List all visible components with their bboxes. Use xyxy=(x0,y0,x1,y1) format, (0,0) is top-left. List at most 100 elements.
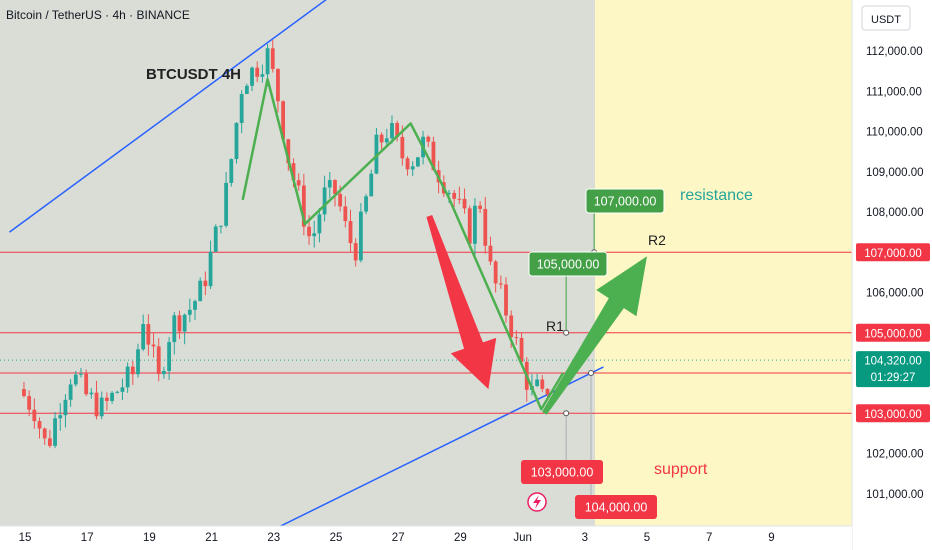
bar-countdown-label: 01:29:27 xyxy=(871,372,916,384)
time-tick-label: 7 xyxy=(706,532,712,544)
callout-anchor-dot[interactable] xyxy=(563,329,570,336)
candles xyxy=(22,40,550,449)
time-tick-label: 27 xyxy=(392,532,405,544)
r1-label: R1 xyxy=(546,318,564,334)
candle-body xyxy=(208,251,213,287)
candle-body xyxy=(130,366,135,375)
candle-body xyxy=(348,221,353,244)
plot-area xyxy=(0,0,852,526)
candle-body xyxy=(187,309,192,315)
candle-body xyxy=(250,67,254,86)
currency-button[interactable] xyxy=(861,5,911,31)
candle-body xyxy=(504,284,508,316)
candle-body xyxy=(374,134,379,174)
candle-body xyxy=(364,196,368,212)
current-price-badge[interactable] xyxy=(856,351,930,388)
candle-body xyxy=(234,122,239,160)
channel-lower-line xyxy=(279,366,604,526)
candle-body xyxy=(317,214,322,234)
support-callout-box[interactable] xyxy=(575,495,657,519)
candle-body xyxy=(224,182,229,226)
price-tick-label: 111,000.00 xyxy=(866,86,922,98)
price-tick-label: 101,000.00 xyxy=(866,489,924,501)
zigzag-pattern-line xyxy=(241,77,565,411)
price-level-badge[interactable] xyxy=(856,243,930,262)
candle-body xyxy=(94,392,99,417)
price-axis[interactable] xyxy=(852,0,932,550)
time-tick-label: 19 xyxy=(143,532,156,544)
candle-body xyxy=(431,141,436,171)
candle-body xyxy=(37,421,42,429)
candle-body xyxy=(369,173,374,197)
candle-body xyxy=(327,180,332,188)
candle-body xyxy=(519,337,524,362)
candle-body xyxy=(276,69,280,102)
candle-body xyxy=(63,399,68,416)
time-tick-label: 9 xyxy=(768,532,774,544)
support-callout-box[interactable] xyxy=(521,460,603,484)
candle-body xyxy=(333,180,337,194)
candle-body xyxy=(47,438,52,446)
candle-body xyxy=(172,315,177,343)
time-tick-label: Jun xyxy=(513,532,532,544)
bullish-arrow xyxy=(542,256,647,415)
candle-body xyxy=(120,387,125,392)
channel-upper-line xyxy=(9,0,327,233)
candle-body xyxy=(22,389,26,397)
resistance-callout-label: 107,000.00 xyxy=(594,195,657,209)
candle-body xyxy=(478,205,482,209)
candle-body xyxy=(73,374,78,385)
price-level-badge-label: 107,000.00 xyxy=(864,248,922,260)
resistance-callout-box[interactable] xyxy=(585,188,665,214)
candle-body xyxy=(286,139,291,164)
candle-body xyxy=(498,283,503,285)
time-axis[interactable] xyxy=(0,526,852,550)
candle-body xyxy=(167,342,171,371)
price-tick-label: 102,000.00 xyxy=(866,449,924,461)
lightning-icon-glyph xyxy=(533,495,541,509)
candle-body xyxy=(410,166,415,170)
candle-body xyxy=(156,346,161,375)
chart-title: BTCUSDT 4H xyxy=(146,66,241,83)
bearish-arrow xyxy=(426,215,497,390)
currency-label: USDT xyxy=(871,14,901,26)
candle-body xyxy=(291,163,296,181)
price-level-badge[interactable] xyxy=(856,323,930,342)
candle-body xyxy=(125,366,130,388)
candle-body xyxy=(545,388,550,395)
candle-body xyxy=(229,159,234,183)
price-tick-label: 108,000.00 xyxy=(866,207,924,219)
time-tick-label: 23 xyxy=(267,532,280,544)
time-tick-label: 29 xyxy=(454,532,467,544)
price-tick-label: 109,000.00 xyxy=(866,167,924,179)
candle-body xyxy=(141,324,146,350)
price-level-badge[interactable] xyxy=(856,404,930,423)
price-tick-label: 112,000.00 xyxy=(866,46,923,58)
candle-body xyxy=(400,136,405,159)
candle-body xyxy=(390,123,394,139)
resistance-callout-box[interactable] xyxy=(528,251,608,277)
candle-body xyxy=(239,94,244,123)
candle-body xyxy=(467,208,472,244)
candle-body xyxy=(322,187,327,215)
candle-body xyxy=(452,192,457,199)
candle-body xyxy=(514,337,519,339)
candle-body xyxy=(42,428,47,439)
candle-body xyxy=(255,67,260,77)
candle-body xyxy=(281,101,286,140)
time-tick-label: 25 xyxy=(330,532,343,544)
resistance-callout-label: 105,000.00 xyxy=(537,258,600,272)
callout-anchor-dot[interactable] xyxy=(588,370,595,376)
candle-body xyxy=(104,397,109,401)
candle-body xyxy=(483,208,488,246)
candle-body xyxy=(115,391,120,393)
candle-body xyxy=(219,225,223,227)
candle-body xyxy=(146,324,151,345)
symbol-title[interactable]: Bitcoin / TetherUS · 4h · BINANCE xyxy=(6,8,190,22)
candle-body xyxy=(79,373,83,375)
candle-body xyxy=(136,349,140,375)
candle-body xyxy=(343,206,348,222)
callout-anchor-dot[interactable] xyxy=(563,410,570,417)
